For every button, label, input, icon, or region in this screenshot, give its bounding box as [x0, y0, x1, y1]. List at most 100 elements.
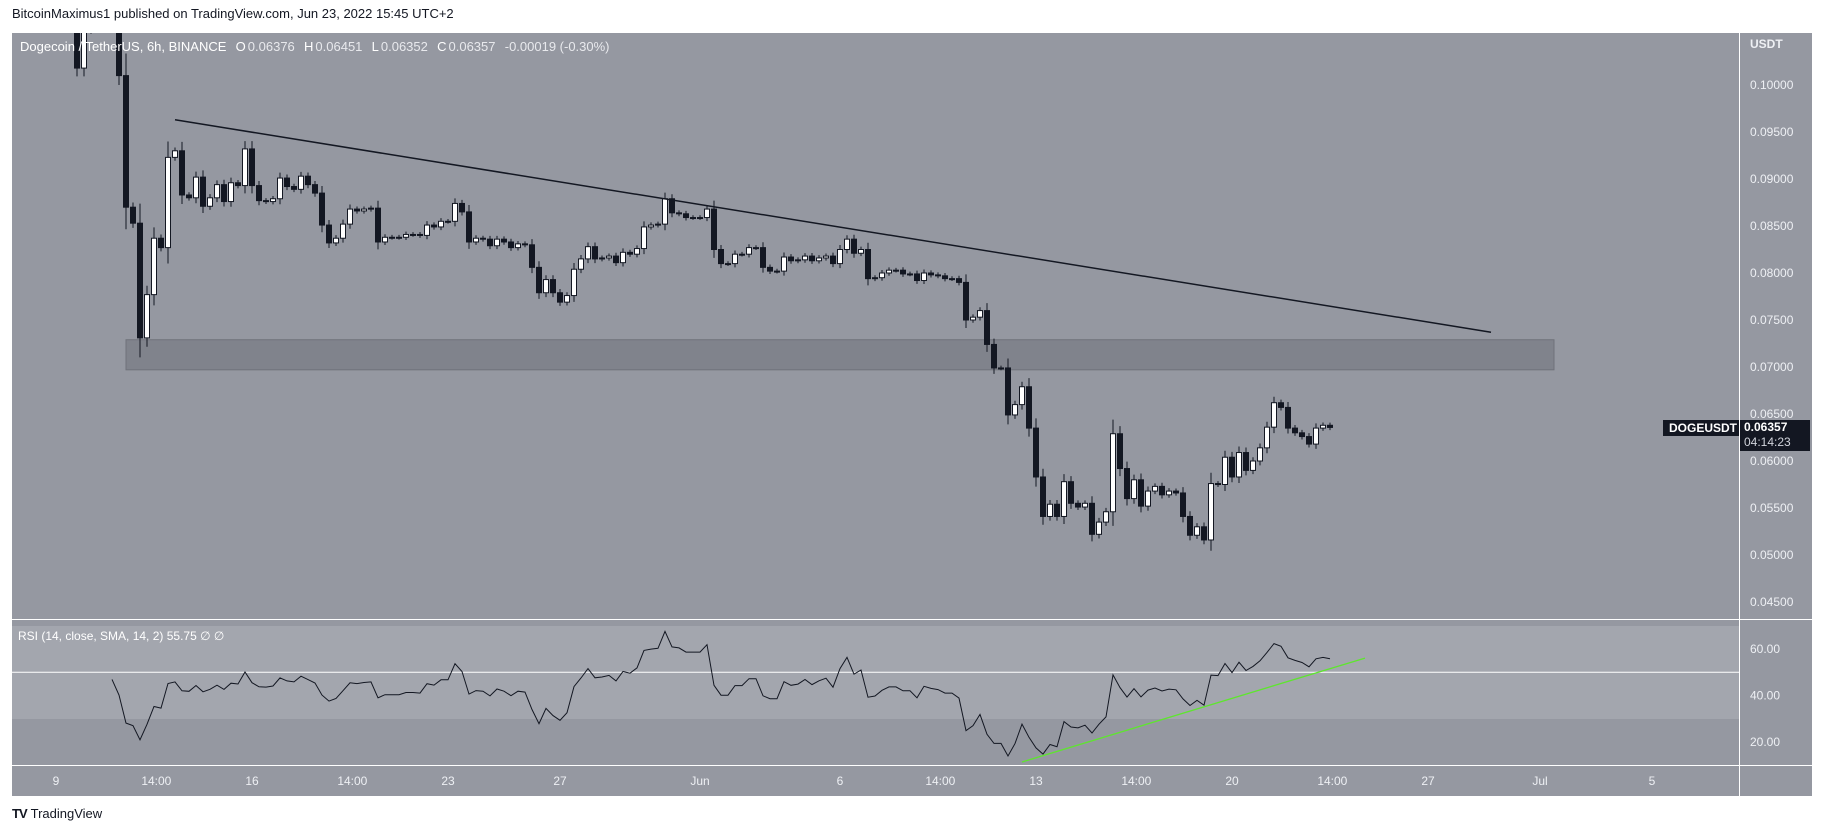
candle[interactable]	[543, 275, 549, 298]
candle[interactable]	[1313, 423, 1319, 449]
candle[interactable]	[312, 181, 318, 197]
candle[interactable]	[459, 199, 465, 216]
candle[interactable]	[977, 307, 983, 321]
rsi-legend-label[interactable]: RSI (14, close, SMA, 14, 2)	[18, 629, 164, 643]
candle[interactable]	[61, 0, 66, 26]
candle[interactable]	[823, 253, 829, 261]
candle[interactable]	[396, 234, 402, 240]
candle[interactable]	[47, 0, 52, 16]
candle[interactable]	[627, 249, 633, 257]
candle[interactable]	[1040, 468, 1046, 525]
candle[interactable]	[375, 200, 381, 250]
candle[interactable]	[704, 205, 710, 222]
candle[interactable]	[956, 275, 962, 286]
candle[interactable]	[1229, 451, 1235, 483]
candle[interactable]	[1187, 511, 1193, 541]
candle[interactable]	[123, 53, 129, 230]
candle[interactable]	[592, 242, 598, 264]
candle[interactable]	[1215, 481, 1221, 487]
symbol-title[interactable]: Dogecoin / TetherUS, 6h, BINANCE	[20, 39, 227, 54]
candle[interactable]	[648, 222, 654, 230]
candle[interactable]	[1145, 486, 1151, 511]
candle[interactable]	[1026, 378, 1032, 437]
candle[interactable]	[1194, 523, 1200, 539]
candle[interactable]	[277, 172, 283, 205]
candle[interactable]	[907, 271, 913, 277]
candle[interactable]	[263, 198, 269, 205]
candle[interactable]	[389, 234, 395, 240]
candle[interactable]	[809, 253, 815, 264]
candle[interactable]	[1285, 401, 1291, 434]
candle[interactable]	[417, 231, 423, 238]
candle[interactable]	[368, 205, 374, 212]
candle[interactable]	[746, 244, 752, 258]
candle[interactable]	[774, 268, 780, 274]
candle[interactable]	[431, 222, 437, 230]
rsi-axis[interactable]: 60.00 40.00 20.00	[1750, 642, 1780, 749]
candle[interactable]	[564, 292, 570, 306]
candle[interactable]	[68, 15, 73, 32]
candle[interactable]	[438, 218, 444, 231]
candle[interactable]	[333, 235, 339, 246]
candle[interactable]	[319, 185, 325, 233]
candle[interactable]	[96, 0, 101, 14]
candle[interactable]	[221, 179, 227, 207]
candle[interactable]	[494, 235, 500, 250]
candle[interactable]	[452, 198, 458, 227]
candle[interactable]	[1117, 426, 1123, 477]
candle[interactable]	[165, 141, 171, 264]
candle[interactable]	[753, 245, 759, 250]
candle[interactable]	[1278, 399, 1284, 411]
candle[interactable]	[1033, 418, 1039, 487]
candle[interactable]	[837, 245, 843, 269]
candle[interactable]	[1054, 500, 1060, 521]
candle[interactable]	[326, 220, 332, 248]
candle[interactable]	[382, 234, 388, 246]
candle[interactable]	[620, 248, 626, 267]
candle[interactable]	[984, 303, 990, 352]
candle[interactable]	[186, 192, 192, 201]
candle[interactable]	[473, 235, 479, 245]
candle[interactable]	[697, 215, 703, 220]
candle[interactable]	[1243, 447, 1249, 476]
candle[interactable]	[1089, 496, 1095, 542]
candle[interactable]	[795, 257, 801, 264]
candle[interactable]	[767, 264, 773, 275]
candle[interactable]	[19, 0, 24, 15]
candle[interactable]	[893, 267, 899, 273]
candle[interactable]	[487, 235, 493, 250]
candle[interactable]	[872, 275, 878, 282]
candle[interactable]	[991, 338, 997, 374]
candle[interactable]	[158, 234, 164, 252]
candle[interactable]	[249, 141, 255, 194]
candle[interactable]	[207, 194, 213, 210]
candle[interactable]	[536, 261, 542, 299]
price-axis[interactable]: 0.10000 0.09500 0.09000 0.08500 0.08000 0.075…	[1750, 78, 1794, 609]
candle[interactable]	[676, 210, 682, 217]
candle[interactable]	[508, 238, 514, 251]
candle[interactable]	[1075, 500, 1081, 510]
candle[interactable]	[655, 221, 661, 228]
support-zone[interactable]	[125, 339, 1555, 371]
candle[interactable]	[74, 20, 80, 77]
candle[interactable]	[921, 269, 927, 284]
candle[interactable]	[683, 210, 689, 221]
candle[interactable]	[270, 195, 276, 205]
candle[interactable]	[963, 274, 969, 328]
candle[interactable]	[732, 250, 738, 268]
candle[interactable]	[865, 242, 871, 286]
candle[interactable]	[886, 267, 892, 276]
candle[interactable]	[54, 0, 59, 15]
candle[interactable]	[935, 272, 941, 279]
candle[interactable]	[599, 255, 605, 262]
candle[interactable]	[1222, 450, 1228, 491]
candle[interactable]	[606, 253, 612, 261]
candle[interactable]	[403, 231, 409, 241]
candle[interactable]	[1005, 358, 1011, 425]
candle[interactable]	[480, 235, 486, 242]
candle[interactable]	[228, 177, 234, 207]
candle[interactable]	[179, 141, 185, 204]
candle[interactable]	[949, 276, 955, 281]
candle[interactable]	[1166, 488, 1172, 498]
candle[interactable]	[725, 261, 731, 266]
